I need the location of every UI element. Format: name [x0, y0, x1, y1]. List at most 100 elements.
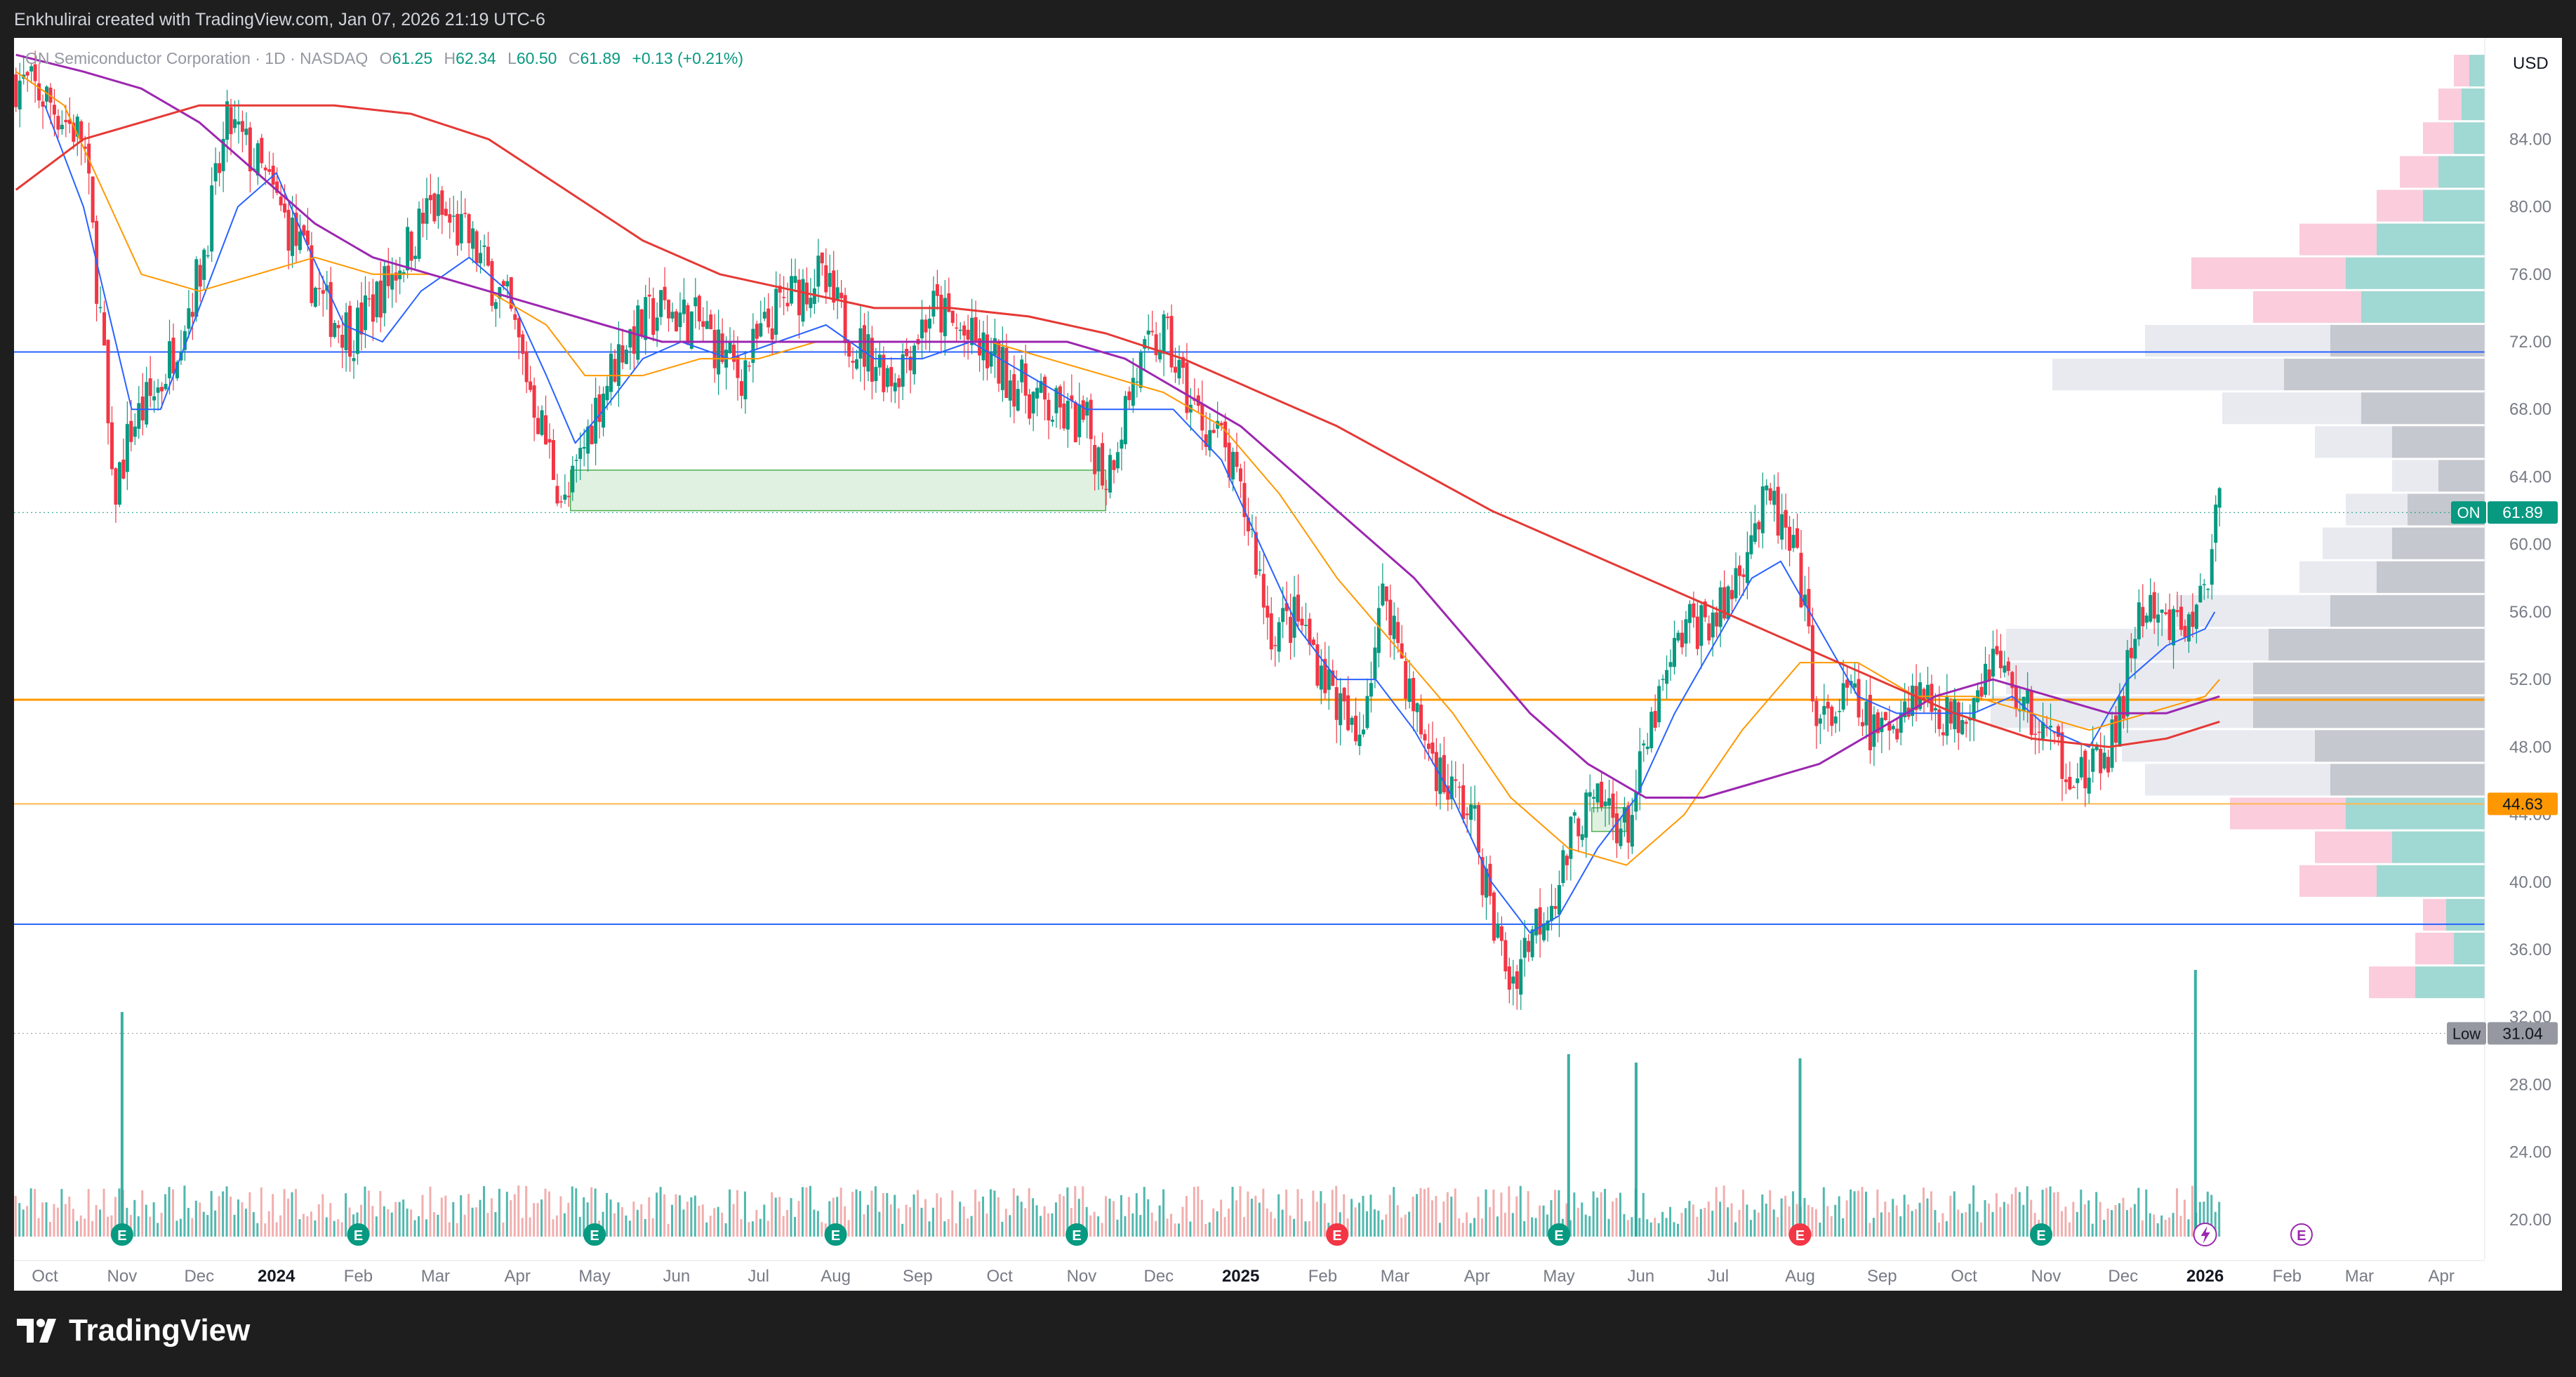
candle-body: [352, 358, 356, 361]
volume-bar: [525, 1185, 528, 1237]
candle-body: [590, 425, 594, 444]
candle-body: [168, 341, 172, 378]
volume-bar: [1108, 1198, 1111, 1237]
volume-bar: [1684, 1208, 1687, 1237]
high-value: 62.34: [456, 49, 496, 67]
candle-body: [102, 312, 107, 346]
candle-body: [267, 168, 272, 172]
candle-body: [958, 329, 962, 331]
volume-bar: [917, 1190, 919, 1237]
volume-bar: [1250, 1198, 1253, 1237]
volume-bar: [947, 1218, 950, 1237]
candle-body: [1296, 594, 1301, 622]
time-tick-label: Mar: [2345, 1267, 2374, 1286]
volume-bar: [1419, 1188, 1422, 1237]
volume-bar: [175, 1220, 178, 1237]
volume-bar: [1761, 1194, 1764, 1237]
volume-bar: [1404, 1214, 1407, 1237]
candle-body: [1339, 693, 1343, 726]
volume-bar: [529, 1217, 531, 1237]
candle-body: [409, 231, 413, 261]
volume-bar: [2018, 1192, 2021, 1237]
candle-body: [432, 193, 437, 222]
volume-bar: [2111, 1210, 2113, 1237]
tradingview-logo[interactable]: TradingView: [17, 1313, 250, 1348]
volume-bar: [379, 1191, 382, 1237]
candle-body: [782, 297, 786, 298]
volume-bar: [763, 1204, 766, 1237]
volume-bar: [410, 1209, 413, 1237]
candle-body: [1461, 785, 1466, 820]
volume-bar: [2168, 1217, 2171, 1237]
candle-body: [927, 319, 931, 329]
volume-bar: [2160, 1215, 2163, 1237]
candle-body: [667, 300, 671, 319]
volume-bar: [225, 1186, 228, 1237]
price-tick-label: 72.00: [2509, 333, 2551, 352]
volume-bar: [310, 1211, 312, 1237]
candle-body: [997, 342, 1001, 384]
symbol-legend: ON Semiconductor Corporation · 1D · NASD…: [25, 49, 743, 68]
candle-body: [586, 426, 590, 454]
volume-bar: [1995, 1193, 1998, 1237]
volume-bar: [959, 1202, 962, 1237]
volume-bar: [1488, 1207, 1491, 1237]
volume-bar: [329, 1203, 332, 1237]
earnings-marker: [1065, 1223, 1089, 1246]
candle-body: [843, 295, 847, 343]
volume-bar: [1864, 1191, 1867, 1237]
volume-profile-row-up: [2346, 797, 2485, 830]
candle-body: [2041, 722, 2045, 739]
volume-bar: [2145, 1189, 2148, 1237]
volume-bar: [1976, 1211, 1979, 1237]
volume-bar: [1842, 1218, 1845, 1237]
volume-bar: [444, 1195, 447, 1237]
volume-bar: [1385, 1214, 1388, 1237]
volume-bar: [1926, 1198, 1929, 1237]
candle-body: [1457, 786, 1461, 788]
volume-bar: [1623, 1213, 1626, 1237]
volume-bar: [1446, 1192, 1449, 1237]
candle-body: [1795, 528, 1800, 548]
volume-bar: [398, 1202, 401, 1237]
volume-bar: [1899, 1216, 1902, 1237]
candle-body: [1687, 604, 1692, 623]
time-tick-label: Aug: [821, 1267, 851, 1286]
candle-body: [651, 298, 656, 335]
candle-body: [1588, 792, 1592, 797]
volume-bar: [1442, 1201, 1445, 1237]
volume-bar: [805, 1187, 808, 1237]
candle-body: [2037, 731, 2041, 733]
candle-body: [705, 321, 709, 329]
candle-body: [1684, 619, 1688, 644]
volume-bar: [552, 1219, 555, 1237]
volume-bar: [1631, 1217, 1633, 1237]
candle-body: [2010, 672, 2014, 688]
candle-body: [1381, 583, 1385, 606]
volume-bar: [878, 1211, 881, 1237]
volume-bar: [1972, 1185, 1975, 1237]
volume-bar: [1143, 1187, 1146, 1237]
candle-body: [1799, 552, 1803, 608]
volume-bar: [740, 1219, 743, 1237]
volume-profile-row-up: [2392, 426, 2485, 458]
last-price-symbol: ON: [2457, 504, 2481, 521]
candle-body: [75, 117, 79, 137]
volume-bar: [686, 1202, 689, 1237]
tradingview-logo-icon: [17, 1319, 56, 1343]
candle-body: [1315, 644, 1320, 686]
candle-body: [2210, 549, 2214, 585]
volume-bar: [1676, 1223, 1679, 1237]
volume-profile-row-up: [2361, 291, 2485, 323]
candle-body: [1883, 712, 1887, 720]
volume-bar: [955, 1223, 957, 1237]
volume-bar: [816, 1211, 819, 1237]
volume-bar: [1546, 1214, 1549, 1237]
earnings-marker: [824, 1223, 847, 1246]
candle-body: [498, 287, 502, 299]
candle-body: [1715, 612, 1719, 627]
candle-body: [1146, 330, 1150, 335]
candle-body: [935, 284, 939, 296]
